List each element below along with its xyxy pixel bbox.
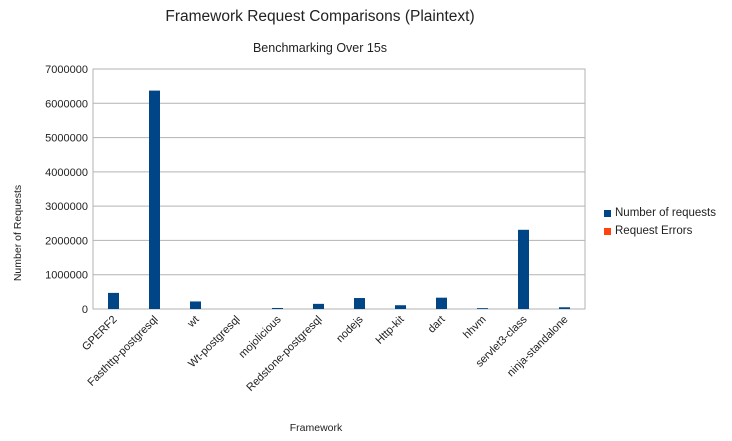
bar-requests	[354, 298, 365, 309]
x-axis-label: Framework	[289, 422, 343, 434]
x-tick-label: Http-kit	[373, 314, 406, 347]
bar-requests	[395, 305, 406, 309]
legend-label-errors: Request Errors	[615, 225, 693, 237]
plot-frame	[92, 68, 586, 310]
bar-requests	[149, 90, 160, 309]
bar-requests	[518, 229, 529, 309]
legend-swatch-errors	[604, 227, 611, 235]
x-tick-label: wt	[185, 314, 202, 331]
x-tick-label: GPERF2	[80, 314, 120, 354]
legend-item-errors: Request Errors	[604, 222, 716, 240]
x-tick-label: Redstone-postgresql	[244, 314, 324, 394]
x-tick-label: nodejs	[334, 313, 366, 345]
x-tick-label: Fasthttp-postgresql	[86, 314, 161, 389]
x-tick-label: hhvm	[461, 314, 489, 342]
x-tick-label: dart	[426, 314, 448, 336]
y-tick-label: 1000000	[45, 270, 88, 282]
y-tick-label: 2000000	[45, 235, 88, 247]
legend-label-requests: Number of requests	[615, 207, 716, 219]
bar-requests	[108, 292, 119, 309]
bar-requests	[190, 301, 201, 309]
chart-subtitle: Benchmarking Over 15s	[252, 41, 388, 55]
chart-title: Framework Request Comparisons (Plaintext…	[165, 8, 475, 25]
bar-requests	[436, 297, 447, 309]
legend-item-requests: Number of requests	[604, 204, 716, 222]
y-tick-label: 5000000	[45, 133, 88, 145]
legend: Number of requests Request Errors	[604, 204, 716, 240]
legend-swatch-requests	[604, 209, 611, 217]
y-axis-label: Number of Requests	[12, 184, 24, 282]
bar-requests	[272, 307, 283, 309]
bar-requests	[477, 308, 488, 309]
y-tick-label: 7000000	[45, 64, 88, 76]
y-tick-label: 3000000	[45, 201, 88, 213]
y-tick-label: 6000000	[45, 98, 88, 110]
bar-requests	[559, 307, 570, 309]
bar-requests	[313, 303, 324, 309]
y-tick-label: 4000000	[45, 167, 88, 179]
y-tick-label: 0	[82, 304, 88, 316]
